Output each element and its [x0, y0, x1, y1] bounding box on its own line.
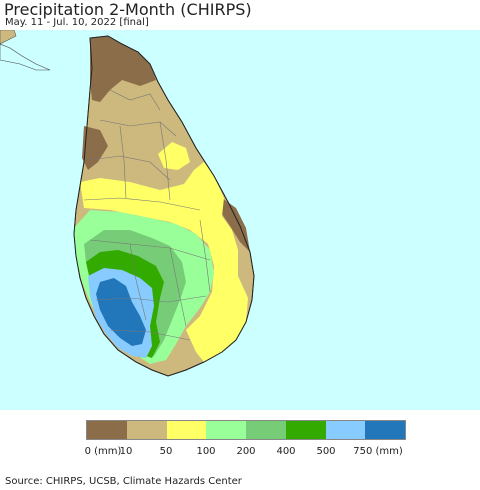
legend-label-0: 0 (mm) [84, 446, 122, 457]
legend-label-5: 400 [276, 446, 296, 457]
precipitation-map [0, 30, 480, 410]
legend-labels: 0 (mm) 10 50 100 200 400 500 750 (mm) [0, 446, 480, 460]
sri-lanka [73, 35, 255, 377]
legend-swatch-0 [87, 421, 127, 439]
region-brown-north [90, 36, 156, 102]
legend-swatch-5 [285, 421, 326, 439]
legend-swatch-1 [126, 421, 167, 439]
legend-label-2: 50 [159, 446, 173, 457]
legend-swatch-3 [206, 421, 246, 439]
sri-lanka-outline [73, 35, 255, 377]
india-landmass [0, 30, 17, 45]
legend-label-7: 750 (mm) [353, 446, 403, 457]
legend-swatch-7 [365, 421, 405, 439]
legend-swatch-6 [325, 421, 366, 439]
legend-label-3: 100 [196, 446, 216, 457]
legend-swatch-2 [166, 421, 207, 439]
india-landmass-coast [0, 43, 51, 71]
map-subtitle: May. 11 - Jul. 10, 2022 [final] [5, 17, 149, 28]
map-title: Precipitation 2-Month (CHIRPS) [4, 0, 252, 19]
region-dark-blue [96, 278, 146, 346]
source-credit: Source: CHIRPS, UCSB, Climate Hazards Ce… [5, 476, 242, 487]
legend-swatch-4 [246, 421, 286, 439]
legend-label-4: 200 [236, 446, 256, 457]
district-boundaries [83, 89, 211, 341]
region-brown-west [82, 126, 108, 170]
legend-label-6: 500 [316, 446, 336, 457]
region-brown-east [222, 198, 250, 252]
legend-colorbar [86, 420, 406, 440]
region-yellow-band [80, 162, 248, 362]
legend-label-1: 10 [119, 446, 133, 457]
